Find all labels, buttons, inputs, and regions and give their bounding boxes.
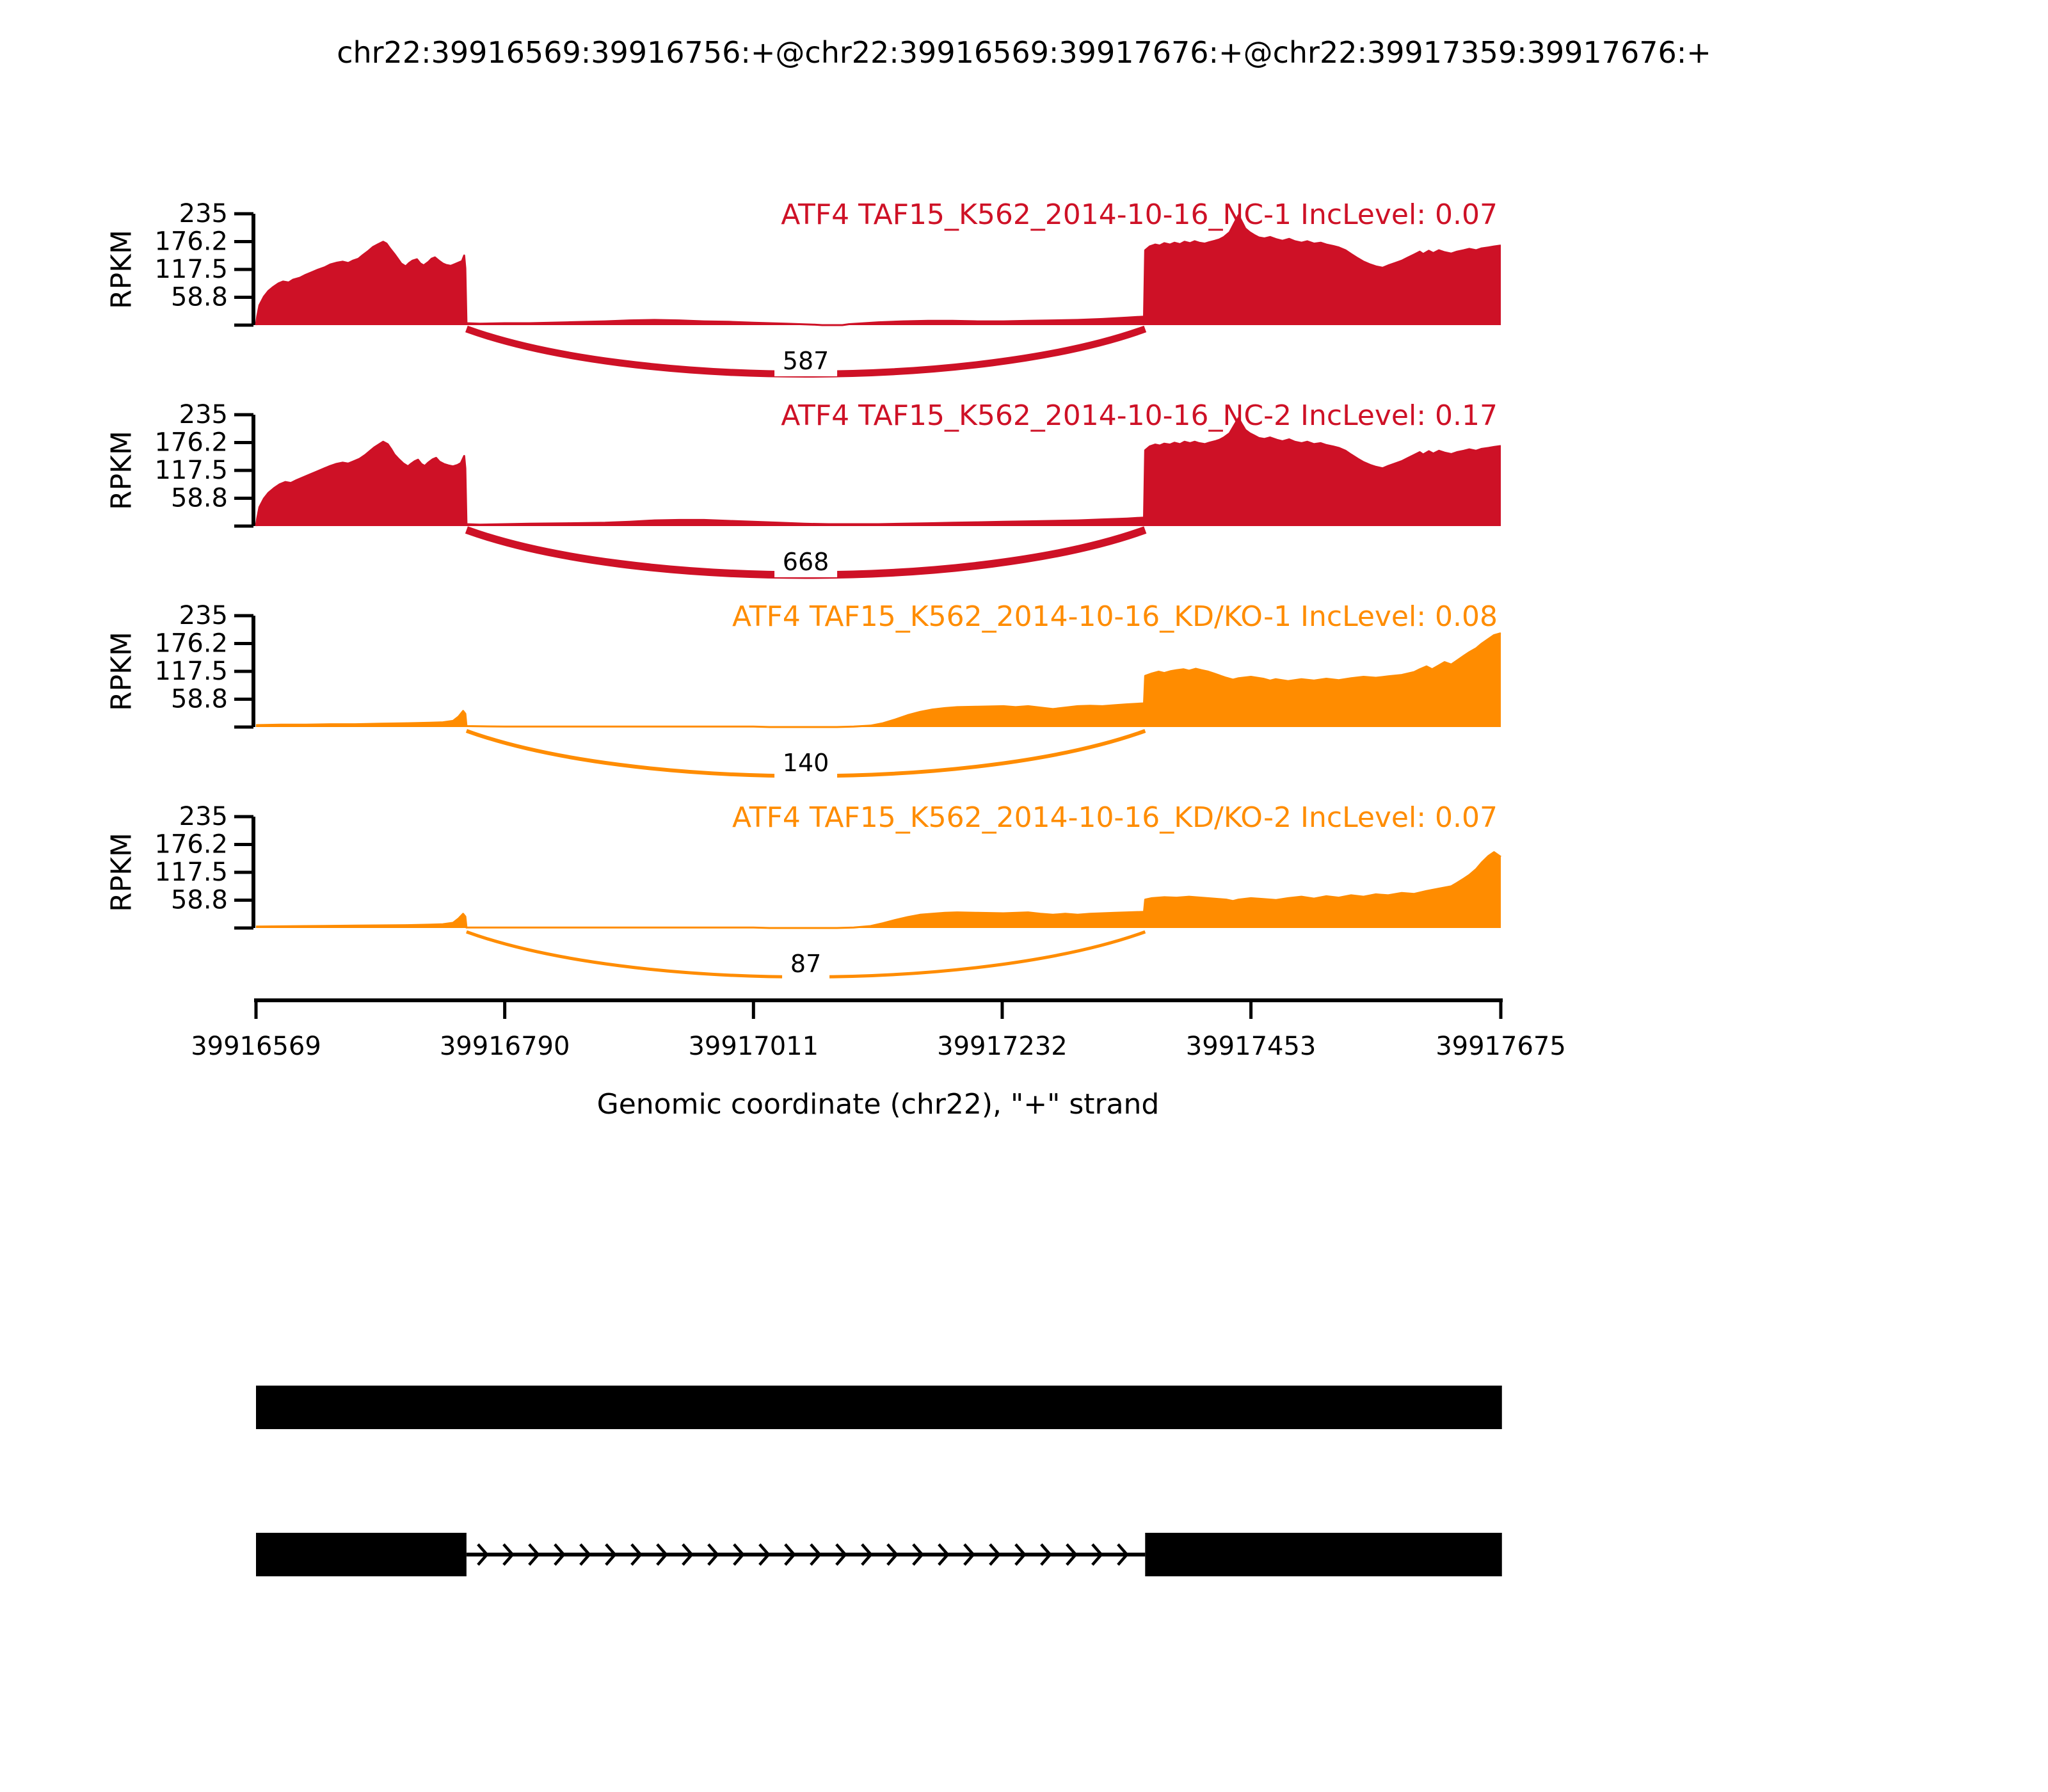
y-axis-label: RPKM [106,833,138,912]
coverage-outline [255,632,1501,728]
transcript-isoform-skipping [256,1533,1502,1576]
intron-direction-arrow-icon [502,1543,515,1566]
intron-direction-arrow-icon [989,1543,1001,1566]
coverage-area [256,418,1501,526]
x-axis: 39916569 39916790 39917011 39917232 39917453… [191,998,1566,1061]
transcript-exon [256,1533,467,1576]
intron-direction-arrow-icon [784,1543,796,1566]
y-tick-label: 176.2 [154,629,228,659]
y-tick-label: 235 [179,199,228,228]
x-tick-label: 39917232 [937,1032,1068,1061]
y-axis-label: RPKM [106,632,138,711]
intron-direction-arrow-icon [963,1543,975,1566]
coverage-area [256,633,1501,727]
x-tick-label: 39917011 [688,1032,819,1061]
intron-direction-arrow-icon [758,1543,771,1566]
junction-count-bg [774,547,838,577]
junction-count-label: 587 [783,347,829,375]
junction-count-label: 140 [783,749,829,777]
figure-title: chr22:39916569:39916756:+@chr22:39916569… [337,35,1711,70]
intron-direction-arrow-icon [656,1543,668,1566]
coverage-outline [255,417,1501,527]
transcript-exon [256,1386,1502,1429]
intron-direction-arrow-icon [682,1543,694,1566]
coverage-area [256,852,1501,928]
y-tick-label: 176.2 [154,830,228,860]
intron-direction-arrow-icon [579,1543,591,1566]
x-tick-label: 39917453 [1186,1032,1316,1061]
x-tick-label: 39916569 [191,1032,321,1061]
intron-direction-arrow-icon [1066,1543,1078,1566]
junction-count-bg [774,346,838,376]
intron-direction-arrow-icon [810,1543,822,1566]
x-axis-title: Genomic coordinate (chr22), "+" strand [597,1088,1160,1121]
y-tick-label: 117.5 [154,657,228,686]
transcript-isoform-long-exon [256,1386,1502,1429]
intron-direction-arrow-icon [835,1543,847,1566]
gene-structure [256,1386,1502,1576]
intron-direction-arrow-icon [1117,1543,1129,1566]
intron-direction-arrow-icon [1014,1543,1027,1566]
intron-direction-arrow-icon [528,1543,540,1566]
y-tick-label: 235 [179,601,228,630]
y-tick-label: 176.2 [154,227,228,257]
y-tick-label: 117.5 [154,255,228,284]
y-tick-label: 235 [179,400,228,429]
y-tick-label: 58.8 [171,885,228,915]
intron-direction-arrow-icon [938,1543,950,1566]
y-tick-label: 176.2 [154,428,228,458]
track-title: ATF4 TAF15_K562_2014-10-16_NC-1 IncLevel… [781,198,1498,231]
coverage-outline [255,851,1501,929]
intron-direction-arrow-icon [861,1543,873,1566]
y-tick-label: 117.5 [154,858,228,887]
y-tick-label: 235 [179,802,228,831]
track-title: ATF4 TAF15_K562_2014-10-16_KD/KO-2 IncLe… [732,801,1498,834]
transcript-exon [1145,1533,1502,1576]
intron-direction-arrow-icon [554,1543,566,1566]
y-axis-label: RPKM [106,230,138,309]
y-tick-label: 117.5 [154,456,228,485]
y-tick-label: 58.8 [171,483,228,513]
junction-count-label: 87 [790,950,821,978]
intron-direction-arrow-icon [477,1543,489,1566]
y-tick-label: 58.8 [171,684,228,714]
junction-count-bg [774,748,838,778]
junction-count-label: 668 [783,548,829,576]
intron-direction-arrow-icon [1040,1543,1052,1566]
intron-direction-arrow-icon [886,1543,899,1566]
coverage-area [256,215,1501,325]
intron-direction-arrow-icon [605,1543,617,1566]
coverage-outline [255,214,1501,326]
y-tick-label: 58.8 [171,282,228,312]
intron-direction-arrow-icon [707,1543,719,1566]
intron-direction-arrow-icon [630,1543,643,1566]
x-tick-label: 39917675 [1436,1032,1566,1061]
track-title: ATF4 TAF15_K562_2014-10-16_NC-2 IncLevel… [781,399,1498,432]
intron-direction-arrow-icon [1091,1543,1103,1566]
track-title: ATF4 TAF15_K562_2014-10-16_KD/KO-1 IncLe… [732,600,1498,633]
junction-count-bg [782,948,830,979]
x-tick-label: 39916790 [440,1032,570,1061]
y-axis-label: RPKM [106,431,138,510]
intron-direction-arrow-icon [912,1543,924,1566]
intron-direction-arrow-icon [733,1543,745,1566]
